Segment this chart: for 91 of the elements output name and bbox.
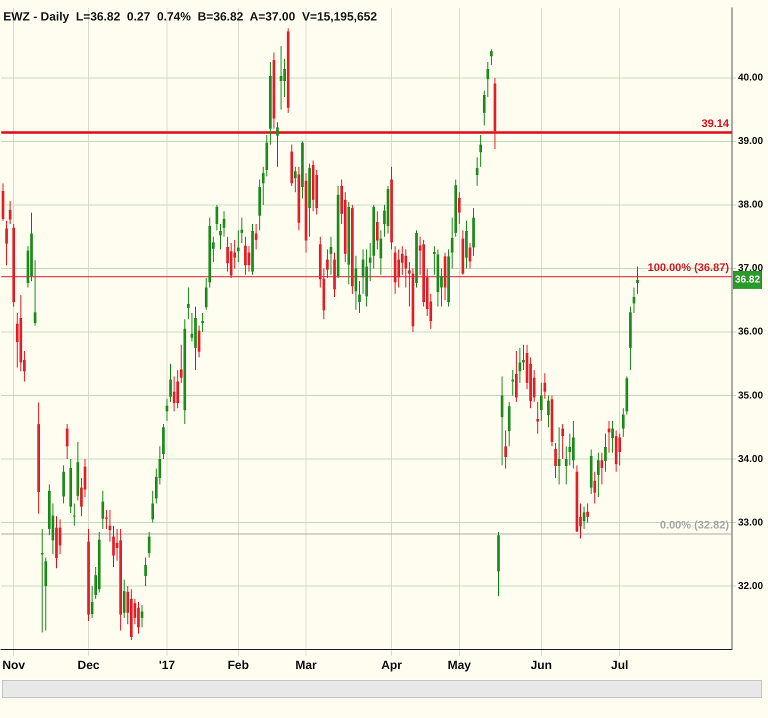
annotation: 36.82 xyxy=(735,274,760,286)
x-tick-label: Mar xyxy=(295,658,318,672)
candlestick xyxy=(397,248,400,288)
candlestick xyxy=(554,442,557,479)
candlestick xyxy=(201,312,204,332)
candlestick xyxy=(511,370,514,396)
candlestick xyxy=(604,433,607,472)
candlestick xyxy=(593,471,596,504)
ref-line-label: 0.00% (32.82) xyxy=(660,520,730,532)
candlestick xyxy=(572,420,575,470)
candlestick xyxy=(586,502,589,524)
candlestick xyxy=(636,266,639,294)
candlestick xyxy=(547,395,550,428)
candlestick xyxy=(72,502,76,526)
x-tick-label: Dec xyxy=(78,658,100,672)
y-tick-label: 36.00 xyxy=(738,326,764,338)
y-tick-label: 32.00 xyxy=(738,580,764,592)
candlestick xyxy=(330,236,332,276)
candlestick xyxy=(504,430,507,470)
candlestick xyxy=(58,518,62,555)
candlestick xyxy=(540,382,543,422)
chart-title: EWZ - Daily L=36.82 0.27 0.74% B=36.82 A=37.00 V=15,195,652 xyxy=(3,9,378,24)
candlestick xyxy=(169,363,172,402)
candlestick xyxy=(101,490,104,530)
candlestick xyxy=(276,122,279,168)
candlestick xyxy=(66,424,69,460)
candlestick xyxy=(254,223,258,250)
candlestick xyxy=(5,220,8,266)
candlestick xyxy=(137,601,140,634)
candlestick xyxy=(476,156,478,186)
candlestick xyxy=(248,246,250,272)
candlestick xyxy=(482,90,486,126)
x-tick-label: Feb xyxy=(228,658,249,672)
candlestick xyxy=(376,210,379,250)
candlestick xyxy=(458,192,461,224)
candlestick xyxy=(632,287,636,314)
candlestick xyxy=(151,490,154,524)
candlestick xyxy=(514,350,518,402)
candlestick xyxy=(90,586,94,618)
ref-line-label: 100.00% (36.87) xyxy=(648,262,730,274)
candlestick xyxy=(187,287,190,320)
candlestick xyxy=(568,433,572,466)
candlestick xyxy=(596,452,600,498)
y-tick-label: 38.00 xyxy=(738,200,764,211)
y-tick-label: 40.00 xyxy=(738,72,764,84)
y-tick-label: 37.00 xyxy=(738,263,764,274)
y-tick-label: 33.00 xyxy=(738,517,764,528)
candlestick xyxy=(354,255,358,310)
candlestick xyxy=(140,604,144,628)
candlestick xyxy=(486,61,490,98)
y-tick-label: 35.00 xyxy=(738,390,764,402)
y-tick-label: 39.00 xyxy=(738,136,764,148)
candlestick xyxy=(500,376,504,466)
candlestick xyxy=(198,325,200,358)
candlestick xyxy=(144,556,147,587)
candlestick xyxy=(204,277,208,310)
candlestick xyxy=(172,376,176,412)
ref-line-label: 39.14 xyxy=(701,118,730,130)
candlestick xyxy=(611,420,614,454)
candlestick xyxy=(564,446,568,485)
candlestick xyxy=(518,347,522,384)
candlestick xyxy=(582,506,586,530)
y-tick-label: 34.00 xyxy=(738,454,764,465)
candlestick xyxy=(561,424,564,460)
candlestick xyxy=(244,236,247,276)
candlestick xyxy=(8,200,12,224)
candlestick xyxy=(380,230,382,276)
candlestick xyxy=(404,248,408,288)
x-tick-label: May xyxy=(448,658,472,672)
candlestick xyxy=(236,230,240,263)
x-tick-label: Jul xyxy=(611,658,628,672)
candlestick xyxy=(536,401,540,434)
candlestick xyxy=(283,58,286,98)
candlestick xyxy=(479,134,482,168)
candlestick xyxy=(490,48,493,66)
candlestick xyxy=(618,433,622,466)
candlestick xyxy=(166,398,168,422)
x-tick-label: Nov xyxy=(2,658,26,672)
candlestick xyxy=(280,46,282,110)
candlestick xyxy=(216,204,218,231)
candlestick xyxy=(16,312,19,368)
x-tick-label: '17 xyxy=(158,658,176,672)
x-tick-label: Jun xyxy=(530,658,552,672)
candlestick xyxy=(40,528,44,633)
candlestick xyxy=(608,420,610,454)
candlestick xyxy=(600,452,604,485)
candlestick xyxy=(468,242,472,269)
candlestick xyxy=(122,579,126,618)
candlestick xyxy=(148,532,150,558)
candlestick xyxy=(558,426,560,485)
x-tick-label: Apr xyxy=(381,658,402,672)
